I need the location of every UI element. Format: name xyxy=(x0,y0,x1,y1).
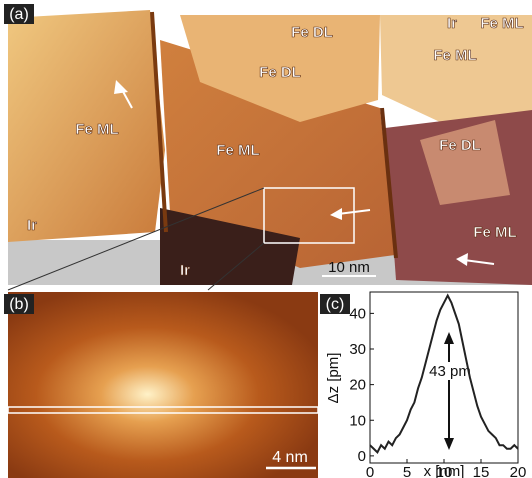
scale-bar-label: 4 nm xyxy=(272,449,308,466)
region-label: Ir xyxy=(27,217,37,234)
x-tick-label: 20 xyxy=(510,464,527,478)
panel-b: 4 nm (b) xyxy=(4,292,318,478)
x-tick-label: 10 xyxy=(436,464,453,478)
scale-bar-label: 10 nm xyxy=(328,259,370,276)
x-tick-label: 0 xyxy=(366,464,374,478)
annotation: 43 pm xyxy=(429,363,471,380)
region-label: Fe ML xyxy=(433,47,476,64)
y-axis-label: Δz [pm] xyxy=(325,353,342,404)
panel-label: (a) xyxy=(9,6,29,23)
region-label: Fe DL xyxy=(439,137,481,154)
x-tick-label: 15 xyxy=(473,464,490,478)
region-label: Fe ML xyxy=(480,15,523,32)
region-label: Fe ML xyxy=(473,224,516,241)
region-label: Ir xyxy=(180,262,190,279)
panel-label: (b) xyxy=(9,296,29,313)
y-tick-label: 30 xyxy=(349,341,366,358)
panel-label: (c) xyxy=(326,296,345,313)
panel-a: (a) Fe DL Fe ML Ir Fe ML Fe DL Fe ML Fe … xyxy=(0,0,532,290)
region-label: Fe DL xyxy=(259,64,301,81)
region-label: Fe ML xyxy=(216,142,259,159)
region-label: Ir xyxy=(447,15,457,32)
y-tick-label: 20 xyxy=(349,377,366,394)
y-tick-label: 10 xyxy=(349,412,366,429)
figure: (a) Fe DL Fe ML Ir Fe ML Fe DL Fe ML Fe … xyxy=(0,0,532,478)
region-label: Fe DL xyxy=(291,24,333,41)
y-tick-label: 40 xyxy=(349,305,366,322)
x-tick-label: 5 xyxy=(403,464,411,478)
y-tick-label: 0 xyxy=(358,448,366,465)
region-label: Fe ML xyxy=(75,121,118,138)
